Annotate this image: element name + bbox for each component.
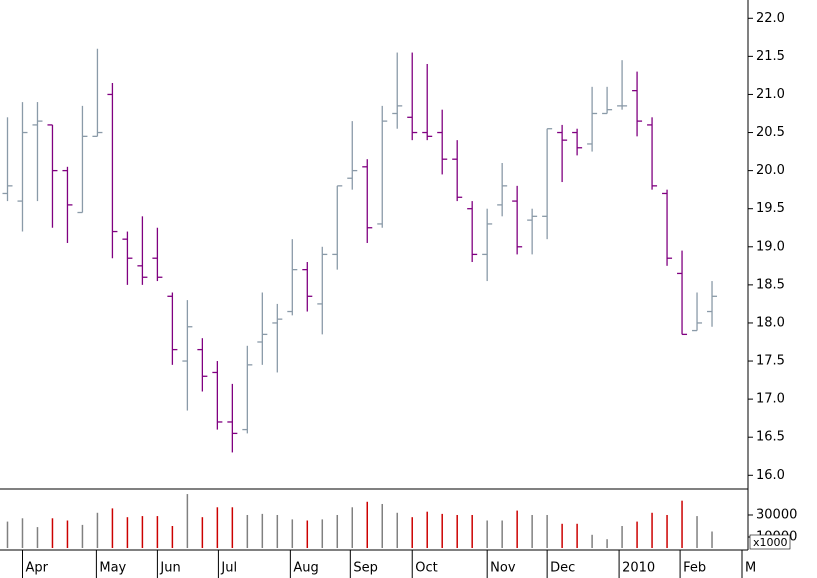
y-tick-label: 16.0: [756, 468, 785, 483]
y-tick-label: 20.0: [756, 163, 785, 178]
y-tick-label: 17.5: [756, 354, 785, 369]
x-tick-label: Dec: [550, 561, 575, 576]
y-tick-label: 20.5: [756, 125, 785, 140]
x-tick-label: 2010: [622, 561, 655, 576]
y-tick-label: 21.0: [756, 87, 785, 102]
y-tick-label: 16.5: [756, 430, 785, 445]
x-tick-label: Oct: [415, 561, 437, 576]
x-tick-label: Sep: [353, 561, 378, 576]
y-tick-label: 30000: [756, 507, 797, 522]
x-tick-label: Jul: [220, 561, 237, 576]
y-tick-label: 18.5: [756, 277, 785, 292]
x-tick-label: Jun: [159, 561, 180, 576]
unit-label: x1000: [753, 536, 788, 549]
unit-box: [749, 534, 791, 550]
x-tick-label: Apr: [25, 561, 48, 576]
x-tick-label: Nov: [490, 561, 516, 576]
x-tick-label: M: [745, 561, 756, 576]
y-tick-label: 17.0: [756, 392, 785, 407]
x-tick-label: Feb: [683, 561, 706, 576]
x-tick-label: Aug: [293, 561, 318, 576]
y-tick-label: 21.5: [756, 49, 785, 64]
x-tick-label: May: [99, 561, 126, 576]
y-tick-label: 19.5: [756, 201, 785, 216]
y-tick-label: 22.0: [756, 11, 785, 26]
y-tick-label: 18.0: [756, 315, 785, 330]
y-tick-label: 19.0: [756, 239, 785, 254]
